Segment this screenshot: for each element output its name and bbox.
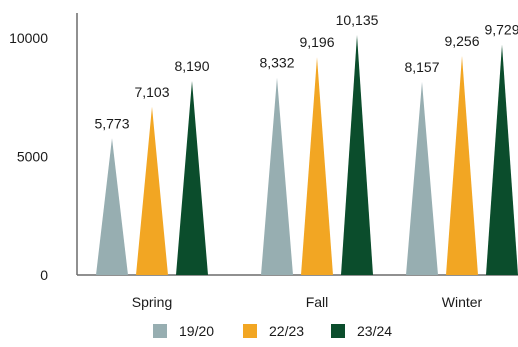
y-axis-ticks: 0 5000 10000 [9, 30, 48, 283]
category-label: Fall [306, 294, 329, 310]
data-label: 9,729 [484, 22, 518, 38]
data-label: 5,773 [94, 115, 129, 131]
legend-label: 23/24 [357, 323, 392, 339]
x-axis-categories: Spring Fall Winter [132, 294, 483, 310]
data-label: 7,103 [134, 84, 169, 100]
legend-label: 19/20 [179, 323, 214, 339]
data-label: 9,196 [299, 34, 334, 50]
data-label: 10,135 [336, 12, 379, 28]
data-label: 8,157 [404, 59, 439, 75]
legend-swatch [331, 324, 345, 338]
triangle-bar [446, 55, 478, 275]
y-tick-label: 10000 [9, 30, 48, 46]
triangle-bar [136, 106, 168, 276]
triangle-bar [301, 57, 333, 276]
data-label: 9,256 [444, 33, 479, 49]
data-label: 8,332 [259, 55, 294, 71]
triangle-bar [406, 81, 438, 276]
y-tick-label: 0 [40, 267, 48, 283]
y-tick-label: 5000 [17, 149, 48, 165]
triangle-bar [261, 77, 293, 275]
triangle-bar [486, 44, 518, 275]
triangle-bar [341, 35, 373, 275]
plot-area: 5,773 8,332 8,157 7,103 9,196 9,256 8,190 10,13… [94, 12, 518, 276]
triangle-bar [96, 138, 128, 275]
legend-swatch [243, 324, 257, 338]
legend: 19/20 22/23 23/24 [153, 323, 392, 339]
category-label: Winter [442, 294, 483, 310]
category-label: Spring [132, 294, 172, 310]
data-label: 8,190 [174, 58, 209, 74]
legend-label: 22/23 [269, 323, 304, 339]
legend-swatch [153, 324, 167, 338]
triangle-bar [176, 81, 208, 275]
